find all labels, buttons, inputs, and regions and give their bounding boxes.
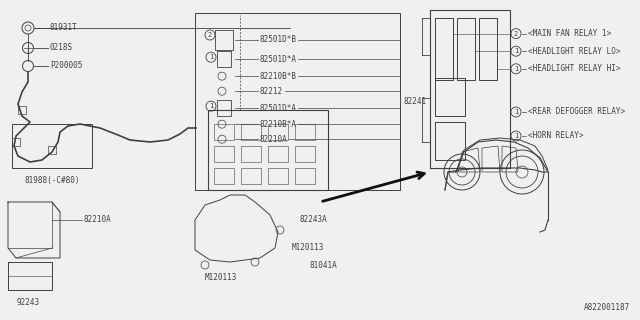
Bar <box>12 124 92 168</box>
Bar <box>268 146 288 162</box>
Text: <MAIN FAN RELAY 1>: <MAIN FAN RELAY 1> <box>528 29 611 38</box>
Bar <box>479 18 497 80</box>
Bar <box>241 146 261 162</box>
Text: 1: 1 <box>209 103 213 109</box>
Text: 92243: 92243 <box>17 298 40 307</box>
Bar <box>214 146 234 162</box>
Bar <box>18 106 26 114</box>
Bar <box>435 18 453 80</box>
Bar <box>295 168 315 184</box>
Bar <box>217 100 231 116</box>
Text: <HEADLIGHT RELAY HI>: <HEADLIGHT RELAY HI> <box>528 64 621 73</box>
Text: 82243A: 82243A <box>300 215 328 225</box>
Bar <box>295 146 315 162</box>
Bar <box>295 124 315 140</box>
Bar <box>215 30 233 50</box>
Text: 82210A: 82210A <box>260 135 288 144</box>
Bar <box>48 146 56 154</box>
Text: 0218S: 0218S <box>50 44 73 52</box>
Text: P200005: P200005 <box>50 61 83 70</box>
Text: 82501D*B: 82501D*B <box>260 36 297 44</box>
Text: 1: 1 <box>514 66 518 72</box>
Text: 82210A: 82210A <box>84 215 112 225</box>
Bar <box>214 168 234 184</box>
Text: 82210B*B: 82210B*B <box>260 72 297 81</box>
Text: M120113: M120113 <box>292 244 324 252</box>
Text: 81041A: 81041A <box>310 260 338 269</box>
Text: A822001187: A822001187 <box>584 303 630 312</box>
Text: <HORN RELAY>: <HORN RELAY> <box>528 132 584 140</box>
Bar <box>435 122 465 160</box>
Bar <box>457 18 475 80</box>
Text: 81988(-C#80): 81988(-C#80) <box>24 176 80 185</box>
Bar <box>214 124 234 140</box>
Bar <box>268 124 288 140</box>
Text: <HEADLIGHT RELAY LO>: <HEADLIGHT RELAY LO> <box>528 47 621 56</box>
Bar <box>208 110 328 190</box>
Text: 82241: 82241 <box>404 98 427 107</box>
Text: 81931T: 81931T <box>50 23 77 33</box>
Text: <REAR DEFOGGER RELAY>: <REAR DEFOGGER RELAY> <box>528 108 625 116</box>
Bar <box>241 124 261 140</box>
Text: 82501D*A: 82501D*A <box>260 55 297 64</box>
Text: 1: 1 <box>514 109 518 115</box>
Text: 82210B*A: 82210B*A <box>260 120 297 129</box>
Bar <box>268 168 288 184</box>
Text: 2: 2 <box>208 32 212 38</box>
Text: M120113: M120113 <box>205 274 237 283</box>
Bar <box>241 168 261 184</box>
Bar <box>435 78 465 116</box>
Text: 1: 1 <box>514 48 518 54</box>
Text: 1: 1 <box>514 133 518 139</box>
Text: 1: 1 <box>209 54 213 60</box>
Text: 82212: 82212 <box>260 87 283 96</box>
Bar <box>12 138 20 146</box>
Text: 82501D*A: 82501D*A <box>260 104 297 113</box>
Text: 2: 2 <box>514 31 518 36</box>
Bar <box>217 51 231 67</box>
